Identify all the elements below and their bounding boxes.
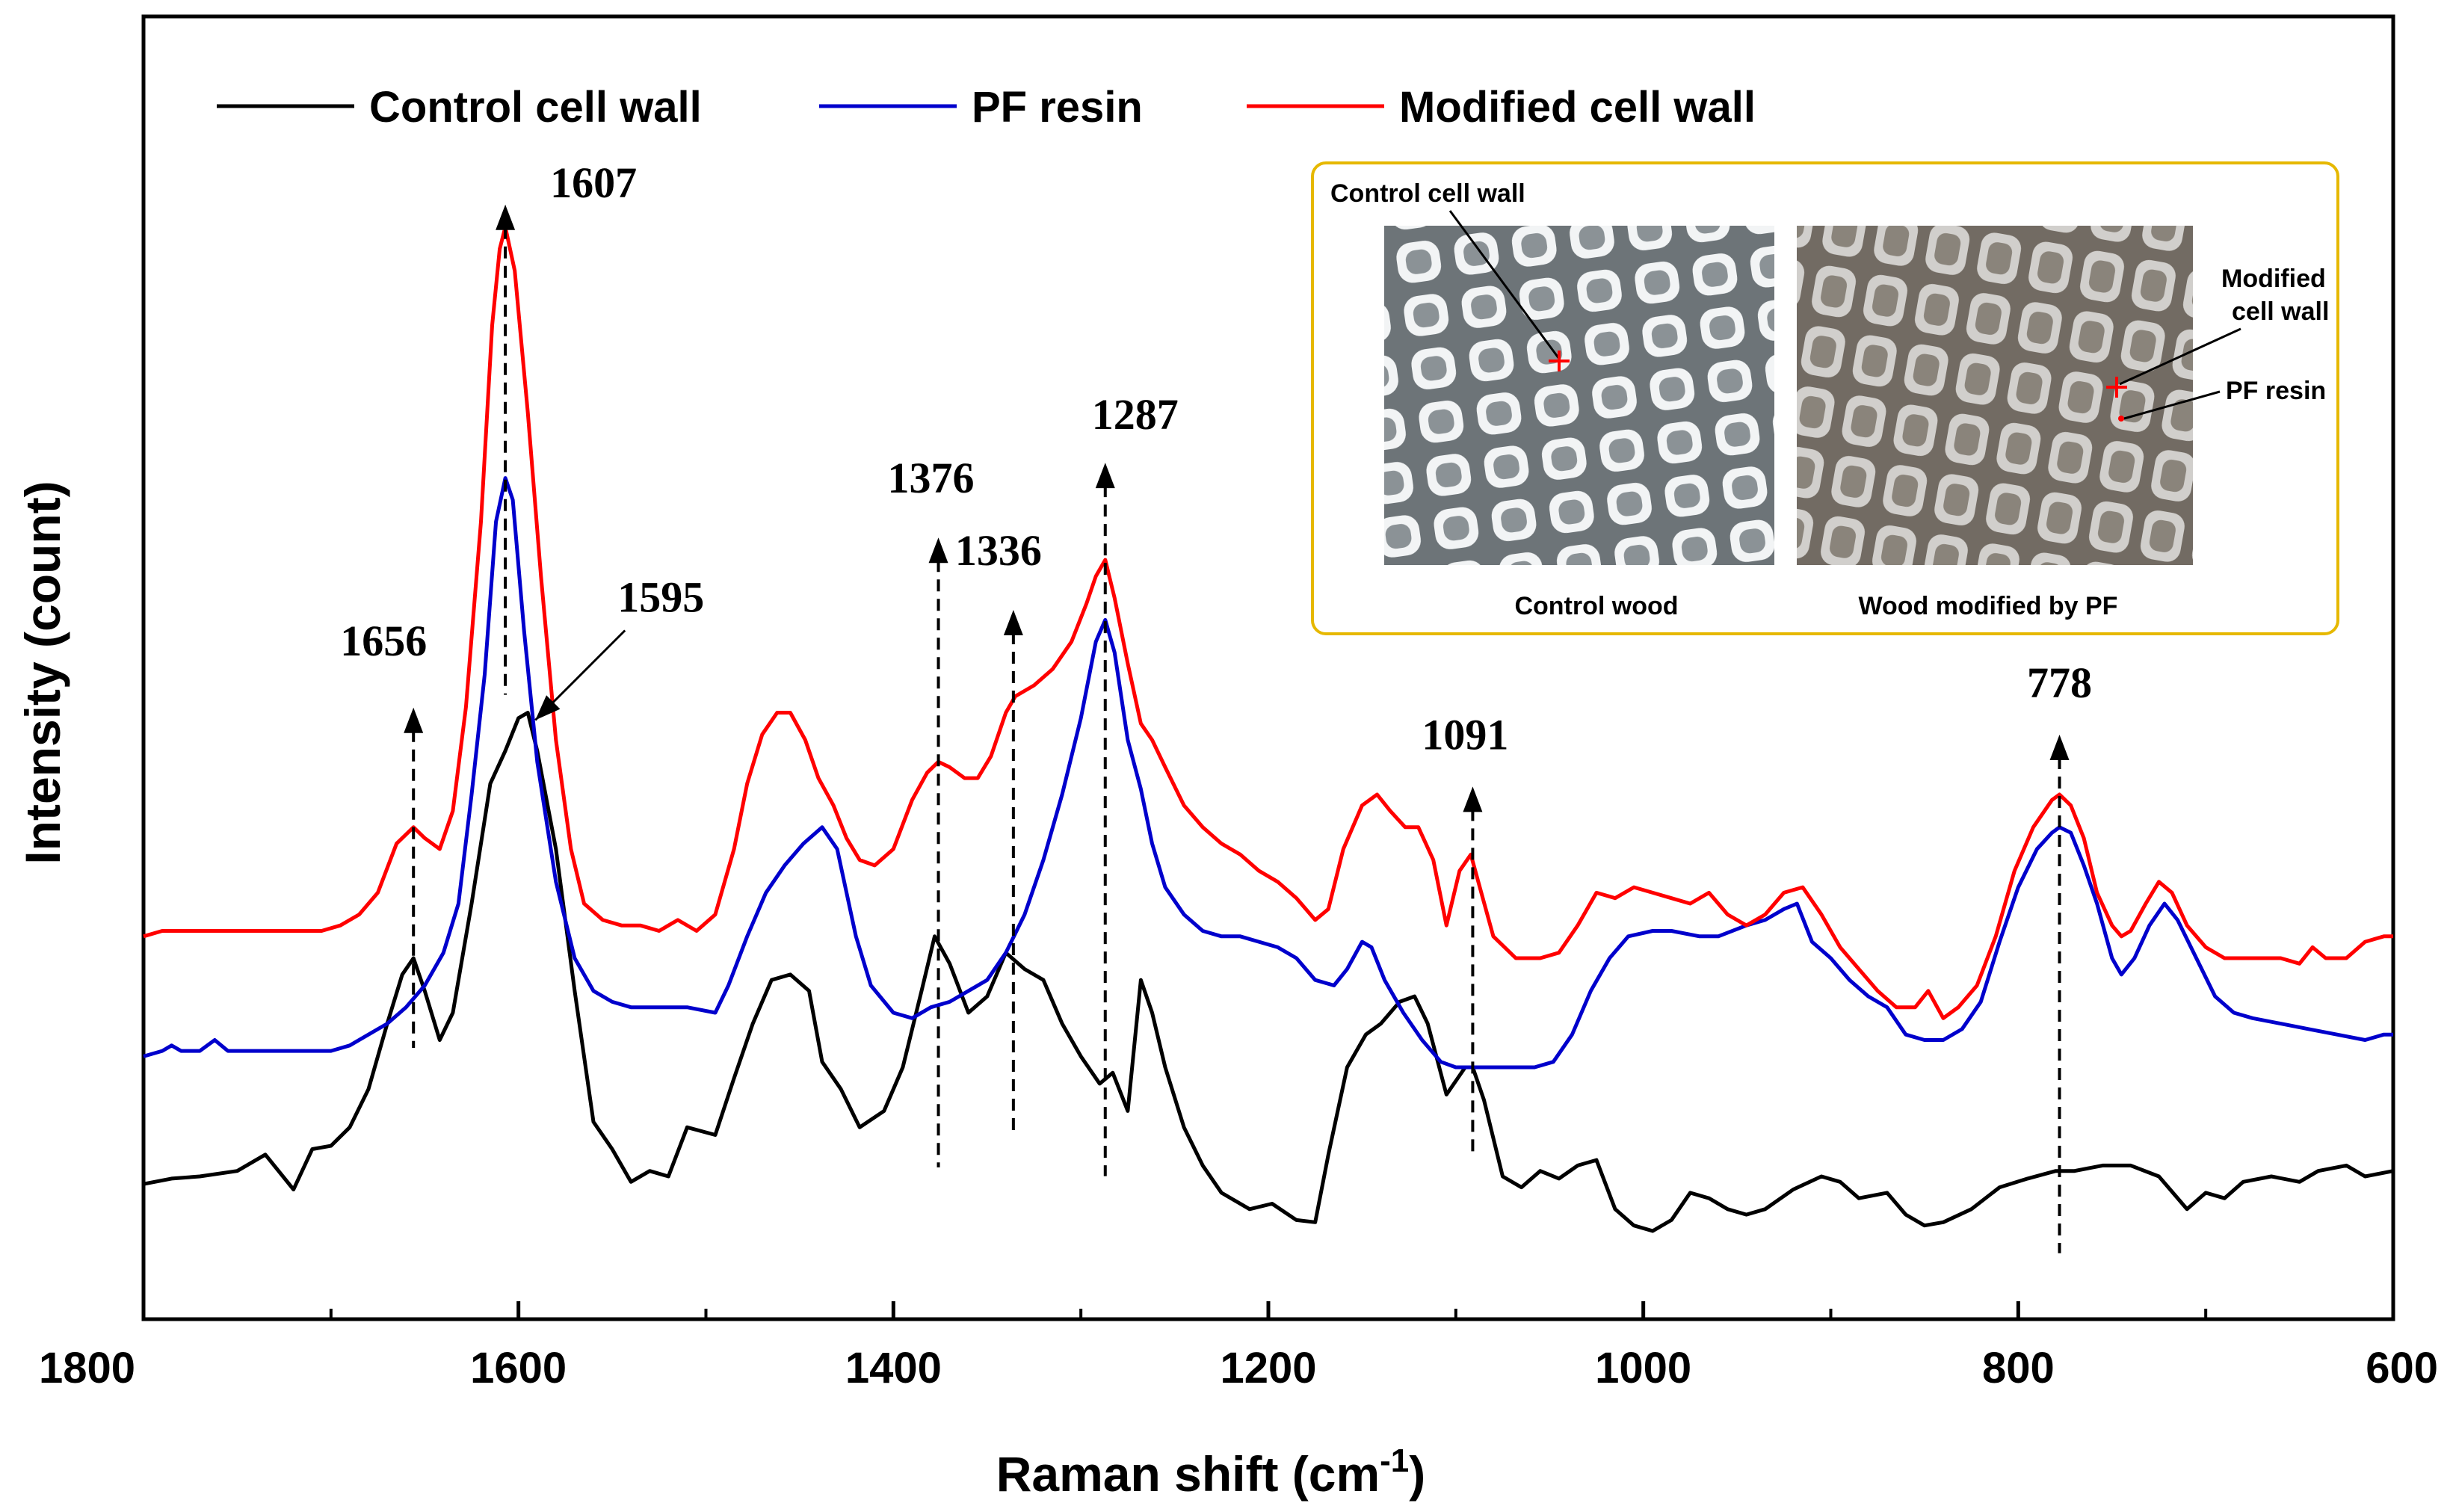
inset-pointer-pf-resin [2123, 390, 2221, 420]
series-line-modified-cell-wall [143, 225, 2393, 1020]
annotation-label-1091: 1091 [1422, 710, 1508, 759]
annotation-arrowhead-1607 [496, 204, 516, 230]
inset-pointer-control [1448, 210, 1561, 360]
x-tick-label: 1600 [470, 1344, 567, 1392]
annotation-arrowhead-1595 [535, 695, 561, 720]
x-axis-title: Raman shift (cm-1) [996, 1442, 1426, 1502]
modified-wood-tint [1797, 226, 2193, 565]
x-axis-title-main: Raman shift (cm [996, 1446, 1380, 1502]
inset-label-modified-line2: cell wall [2232, 297, 2329, 326]
x-tick-label: 600 [2366, 1344, 2438, 1392]
legend-label-modified: Modified cell wall [1399, 83, 1756, 132]
annotation-arrowhead-1287 [1095, 463, 1115, 489]
modified-cell-wall-marker [2106, 377, 2127, 398]
annotation-arrowhead-1091 [1463, 786, 1483, 812]
annotation-label-1336: 1336 [955, 526, 1042, 575]
legend-label-control: Control cell wall [369, 83, 702, 132]
modified-wood-image [1797, 226, 2193, 565]
series-line-control-cell-wall [143, 711, 2394, 1233]
legend-label-pf-resin: PF resin [972, 83, 1143, 132]
x-axis: 1800 1600 1400 1200 1000 800 600 [39, 1301, 2438, 1392]
pf-resin-marker [2118, 416, 2124, 422]
x-tick-label: 1000 [1595, 1344, 1691, 1392]
x-axis-title-superscript: -1 [1380, 1442, 1409, 1479]
control-cell-wall-marker [1549, 351, 1570, 371]
annotation-label-1595: 1595 [617, 573, 704, 622]
x-tick-label: 800 [1982, 1344, 2055, 1392]
x-axis-title-close: ) [1409, 1446, 1425, 1502]
annotation-arrowhead-1336 [1003, 609, 1023, 635]
annotation-arrowhead-1376 [928, 537, 948, 564]
x-tick-label: 1400 [845, 1344, 942, 1392]
x-tick-label: 1800 [39, 1344, 135, 1392]
inset-label-control-cell-wall: Control cell wall [1330, 179, 1525, 208]
y-axis-title: Intensity (count) [15, 481, 70, 864]
annotation-arrowhead-1656 [404, 707, 424, 733]
inset-micrographs: Control wood Wood modified by PF Control… [1311, 161, 2339, 635]
annotation-label-1656: 1656 [340, 617, 427, 665]
annotation-label-778: 778 [2027, 658, 2092, 707]
annotation-arrowhead-778 [2049, 735, 2070, 760]
inset-pointer-modified [2119, 327, 2241, 386]
inset-caption-modified: Wood modified by PF [1859, 592, 2118, 620]
annotation-label-1376: 1376 [888, 454, 975, 502]
inset-label-pf-resin: PF resin [2226, 377, 2326, 405]
legend: Control cell wall PF resin Modified cell… [217, 83, 1756, 132]
inset-caption-control: Control wood [1514, 592, 1678, 620]
annotation-layer: 1607 1656 1595 1376 1336 1287 1091 778 [340, 158, 2092, 1253]
control-wood-image [1384, 226, 1774, 565]
annotation-label-1607: 1607 [550, 158, 637, 207]
x-tick-label: 1200 [1220, 1344, 1316, 1392]
annotation-label-1287: 1287 [1092, 390, 1179, 439]
inset-label-modified-line1: Modified [2221, 265, 2326, 293]
